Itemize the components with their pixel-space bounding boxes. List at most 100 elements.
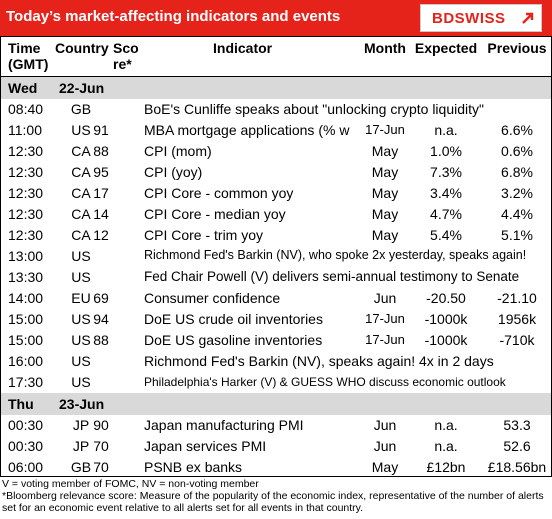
indicator-cell: MBA mortgage applications (% w — [144, 122, 350, 138]
table-row: 00:30 JP 90 Japan manufacturing PMI Jun … — [1, 415, 551, 436]
score-cell: 70 — [93, 459, 109, 475]
previous-cell: 3.2% — [501, 185, 533, 201]
country-cell: US — [71, 353, 91, 369]
indicator-cell: CPI Core - median yoy — [144, 206, 286, 222]
time-cell: 14:00 — [8, 290, 44, 306]
score-cell: 14 — [93, 206, 109, 222]
score-cell: 88 — [93, 143, 109, 159]
indicator-cell: Japan services PMI — [144, 438, 267, 454]
country-cell: GB — [70, 101, 92, 117]
country-cell: US — [71, 311, 91, 327]
table-row: 08:40 GB BoE's Cunliffe speaks about "un… — [1, 99, 551, 120]
table-row: 16:00 US Richmond Fed's Barkin (NV), spe… — [1, 351, 551, 372]
expected-cell: -1000k — [424, 311, 468, 327]
time-cell: 06:00 — [8, 459, 44, 475]
previous-cell: 0.6% — [501, 143, 533, 159]
previous-cell: 1956k — [497, 311, 537, 327]
expected-cell: 4.7% — [430, 206, 462, 222]
day-row-wed: Wed 22-Jun — [1, 77, 551, 99]
month-cell: May — [371, 459, 399, 475]
indicator-cell: CPI Core - trim yoy — [144, 227, 264, 243]
indicators-table: Time (GMT) Country Sco re* Indicator Mon… — [0, 36, 552, 477]
country-cell: JP — [72, 438, 90, 454]
expected-cell: £12bn — [426, 459, 466, 475]
country-cell: US — [71, 122, 91, 138]
time-cell: 12:30 — [8, 143, 44, 159]
month-cell: 17-Jun — [365, 311, 405, 326]
expected-cell: n.a. — [434, 122, 458, 138]
previous-cell: 52.6 — [503, 438, 531, 454]
previous-cell: 6.8% — [501, 164, 533, 180]
month-cell: May — [371, 206, 399, 222]
header-time: Time (GMT) — [8, 40, 49, 72]
day-label: Thu — [8, 396, 34, 412]
day-row-thu: Thu 23-Jun — [1, 393, 551, 415]
indicator-cell: DoE US gasoline inventories — [144, 332, 323, 348]
indicator-cell: Richmond Fed's Barkin (NV), who spoke 2x… — [144, 248, 527, 262]
score-cell: 69 — [93, 290, 109, 306]
table-row: 17:30 US Philadelphia's Harker (V) & GUE… — [1, 372, 551, 393]
indicator-cell: CPI (mom) — [144, 143, 212, 159]
country-cell: CA — [71, 227, 91, 243]
previous-cell: 4.4% — [501, 206, 533, 222]
header-score: Sco re* — [113, 40, 139, 72]
table-row: 06:00 GB 70 PSNB ex banks May £12bn £18.… — [1, 457, 551, 478]
day-date: 22-Jun — [59, 80, 105, 96]
score-cell: 17 — [93, 185, 109, 201]
month-cell: May — [371, 164, 399, 180]
time-cell: 08:40 — [8, 101, 44, 117]
expected-cell: n.a. — [434, 438, 458, 454]
previous-cell: 6.6% — [501, 122, 533, 138]
indicator-cell: DoE US crude oil inventories — [144, 311, 323, 327]
month-cell: 17-Jun — [365, 122, 405, 137]
country-cell: US — [71, 374, 91, 390]
time-cell: 16:00 — [8, 353, 44, 369]
indicator-cell: PSNB ex banks — [144, 459, 243, 475]
table-row: 13:30 US Fed Chair Powell (V) delivers s… — [1, 267, 551, 288]
indicator-cell: Fed Chair Powell (V) delivers semi-annua… — [144, 269, 520, 284]
logo-text: BDSWISS — [432, 10, 506, 27]
country-cell: JP — [72, 417, 90, 433]
time-cell: 17:30 — [8, 374, 44, 390]
header-previous: Previous — [487, 40, 547, 56]
bdswiss-logo: BDSWISS — [420, 4, 542, 32]
time-cell: 00:30 — [8, 417, 44, 433]
expected-cell: 5.4% — [430, 227, 462, 243]
indicator-cell: Philadelphia's Harker (V) & GUESS WHO di… — [144, 375, 506, 389]
country-cell: US — [71, 248, 91, 264]
table-row: 11:00 US 91 MBA mortgage applications (%… — [1, 120, 551, 141]
country-cell: GB — [70, 459, 92, 475]
indicator-cell: Richmond Fed's Barkin (NV), speaks again… — [144, 353, 494, 369]
table-row: 12:30 CA 12 CPI Core - trim yoy May 5.4%… — [1, 225, 551, 246]
expected-cell: 7.3% — [430, 164, 462, 180]
day-label: Wed — [8, 80, 38, 96]
country-cell: CA — [71, 206, 91, 222]
month-cell: Jun — [373, 438, 397, 454]
score-cell: 70 — [93, 438, 109, 454]
previous-cell: 5.1% — [501, 227, 533, 243]
previous-cell: 53.3 — [503, 417, 531, 433]
table-row: 12:30 CA 95 CPI (yoy) May 7.3% 6.8% — [1, 162, 551, 183]
header-indicator: Indicator — [213, 40, 273, 56]
time-cell: 15:00 — [8, 311, 44, 327]
indicator-cell: CPI Core - common yoy — [144, 185, 294, 201]
header-country: Country — [55, 40, 109, 56]
indicator-cell: Consumer confidence — [144, 290, 281, 306]
month-cell: 17-Jun — [365, 332, 405, 347]
month-cell: Jun — [373, 417, 397, 433]
indicator-cell: BoE's Cunliffe speaks about "unlocking c… — [144, 101, 484, 117]
score-cell: 90 — [93, 417, 109, 433]
logo-arrow-icon — [522, 12, 534, 24]
header-month: Month — [364, 40, 406, 56]
table-row: 12:30 CA 14 CPI Core - median yoy May 4.… — [1, 204, 551, 225]
footnote-voting: V = voting member of FOMC, NV = non-voti… — [2, 478, 259, 490]
table-row: 15:00 US 88 DoE US gasoline inventories … — [1, 330, 551, 351]
time-cell: 00:30 — [8, 438, 44, 454]
expected-cell: -20.50 — [426, 290, 466, 306]
expected-cell: 3.4% — [430, 185, 462, 201]
footnotes: V = voting member of FOMC, NV = non-voti… — [2, 478, 550, 514]
score-cell: 91 — [93, 122, 109, 138]
title-bar: Today’s market-affecting indicators and … — [0, 0, 552, 36]
day-date: 23-Jun — [59, 396, 105, 412]
expected-cell: -1000k — [424, 332, 468, 348]
